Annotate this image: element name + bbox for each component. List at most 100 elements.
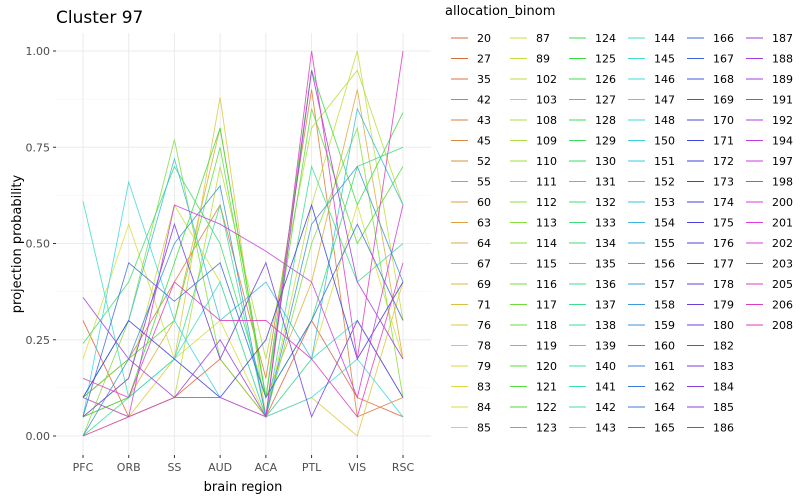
x-tick-label: ORB: [117, 461, 141, 474]
legend-label: 179: [713, 299, 734, 312]
legend-label: 147: [654, 94, 675, 107]
y-tick-label: 0.25: [26, 334, 51, 347]
legend-label: 189: [772, 73, 793, 86]
legend-label: 157: [654, 278, 675, 291]
legend-label: 176: [713, 237, 734, 250]
legend-label: 173: [713, 176, 734, 189]
legend-label: 114: [536, 237, 557, 250]
legend-title: allocation_binom: [445, 4, 555, 19]
x-tick-label: PFC: [73, 461, 94, 474]
legend-label: 116: [536, 278, 557, 291]
legend-label: 177: [713, 258, 734, 271]
series-line-159: [82, 165, 404, 437]
series-line-125: [82, 70, 404, 418]
legend-label: 178: [713, 278, 734, 291]
legend-label: 42: [477, 94, 491, 107]
legend-label: 134: [595, 237, 616, 250]
legend-label: 83: [477, 381, 491, 394]
legend-label: 45: [477, 135, 491, 148]
legend-label: 174: [713, 196, 734, 209]
x-tick-label: AUD: [208, 461, 232, 474]
legend-label: 125: [595, 53, 616, 66]
legend-label: 84: [477, 401, 491, 414]
series-line-42: [82, 89, 404, 418]
legend-label: 186: [713, 422, 734, 435]
legend-label: 171: [713, 135, 734, 148]
legend-label: 144: [654, 32, 675, 45]
legend-label: 78: [477, 340, 491, 353]
legend-label: 109: [536, 135, 557, 148]
legend-label: 79: [477, 360, 491, 373]
legend-label: 27: [477, 53, 491, 66]
series-line-76: [82, 97, 404, 437]
legend-label: 118: [536, 319, 557, 332]
legend-label: 202: [772, 237, 793, 250]
legend-label: 133: [595, 217, 616, 230]
series-line-172: [82, 203, 404, 399]
legend-label: 156: [654, 258, 675, 271]
series-line-180: [82, 222, 404, 419]
legend-label: 146: [654, 73, 675, 86]
series-line-165: [82, 223, 404, 417]
legend-label: 168: [713, 73, 734, 86]
legend-label: 130: [595, 155, 616, 168]
legend-label: 103: [536, 94, 557, 107]
legend-label: 143: [595, 422, 616, 435]
legend-label: 132: [595, 196, 616, 209]
legend-label: 191: [772, 94, 793, 107]
legend-label: 165: [654, 422, 675, 435]
y-axis-label: projection probability: [10, 174, 25, 313]
series-line-206: [82, 50, 404, 437]
legend-label: 150: [654, 135, 675, 148]
x-tick-label: VIS: [348, 461, 366, 474]
x-tick-label: RSC: [392, 461, 415, 474]
y-tick-label: 0.75: [26, 141, 51, 154]
legend-label: 172: [713, 155, 734, 168]
legend-label: 20: [477, 32, 491, 45]
series-lines: [82, 50, 404, 437]
legend-label: 201: [772, 217, 793, 230]
legend-label: 76: [477, 319, 491, 332]
legend-label: 87: [536, 32, 550, 45]
legend-label: 152: [654, 176, 675, 189]
legend-label: 131: [595, 176, 616, 189]
legend-label: 169: [713, 94, 734, 107]
legend-label: 126: [595, 73, 616, 86]
legend-label: 69: [477, 278, 491, 291]
legend-label: 203: [772, 258, 793, 271]
legend-label: 55: [477, 176, 491, 189]
legend-label: 154: [654, 217, 675, 230]
legend-label: 127: [595, 94, 616, 107]
legend-label: 145: [654, 53, 675, 66]
legend-label: 155: [654, 237, 675, 250]
y-tick-label: 0.50: [26, 238, 51, 251]
legend-label: 170: [713, 114, 734, 127]
legend-label: 184: [713, 381, 734, 394]
legend-label: 112: [536, 196, 557, 209]
series-line-114: [82, 126, 404, 437]
legend-label: 200: [772, 196, 793, 209]
legend-label: 124: [595, 32, 616, 45]
legend-label: 52: [477, 155, 491, 168]
legend-label: 180: [713, 319, 734, 332]
x-axis: PFC ORB SS AUD ACA PTL VIS RSC: [73, 455, 415, 474]
chart-title: Cluster 97: [56, 8, 143, 28]
legend-label: 182: [713, 340, 734, 353]
legend-label: 158: [654, 299, 675, 312]
legend-label: 85: [477, 422, 491, 435]
legend-label: 137: [595, 299, 616, 312]
legend-label: 197: [772, 155, 793, 168]
series-line-143: [82, 201, 404, 418]
legend-label: 136: [595, 278, 616, 291]
legend-label: 43: [477, 114, 491, 127]
legend-label: 63: [477, 217, 491, 230]
legend-label: 128: [595, 114, 616, 127]
legend-label: 110: [536, 155, 557, 168]
legend-label: 129: [595, 135, 616, 148]
legend-label: 187: [772, 32, 793, 45]
legend-label: 208: [772, 319, 793, 332]
legend-label: 102: [536, 73, 557, 86]
x-tick-label: ACA: [255, 461, 278, 474]
series-line-197: [82, 204, 404, 418]
legend-label: 64: [477, 237, 491, 250]
